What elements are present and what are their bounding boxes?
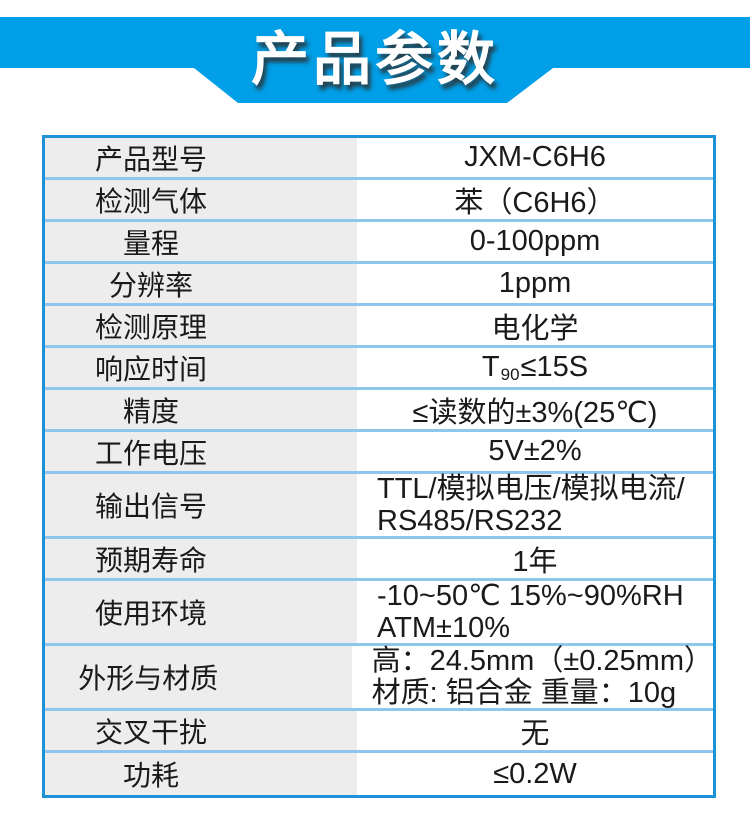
table-row-detection-principle: 检测原理 电化学 xyxy=(45,306,713,348)
spec-table: 产品型号 JXM-C6H6 检测气体 苯（C6H6） 量程 0-100ppm 分… xyxy=(42,135,716,798)
spec-label: 响应时间 xyxy=(45,348,357,387)
table-row-range: 量程 0-100ppm xyxy=(45,222,713,264)
table-row-power-consumption: 功耗 ≤0.2W xyxy=(45,753,713,795)
spec-value: 0-100ppm xyxy=(357,222,713,261)
table-row-expected-life: 预期寿命 1年 xyxy=(45,539,713,581)
spec-value: TTL/模拟电压/模拟电流/ RS485/RS232 xyxy=(357,473,713,537)
banner-trapezoid xyxy=(194,68,553,103)
spec-label: 精度 xyxy=(45,390,357,429)
table-row-response-time: 响应时间 T 90 ≤15S xyxy=(45,348,713,390)
spec-value: 1年 xyxy=(357,539,713,578)
spec-label: 交叉干扰 xyxy=(45,711,357,750)
spec-value: 苯（C6H6） xyxy=(357,180,713,219)
spec-value: 1ppm xyxy=(357,264,713,303)
spec-value-line: ATM±10% xyxy=(377,612,511,644)
table-row-working-voltage: 工作电压 5V±2% xyxy=(45,432,713,474)
table-row-shape-material: 外形与材质 高：24.5mm（±0.25mm） 材质: 铝合金 重量：10g xyxy=(45,645,713,711)
spec-value: 无 xyxy=(357,711,713,750)
table-row-product-model: 产品型号 JXM-C6H6 xyxy=(45,138,713,180)
response-time-rest: ≤15S xyxy=(520,351,589,383)
spec-label: 产品型号 xyxy=(45,138,357,177)
spec-value-line: 材质: 铝合金 重量：10g xyxy=(371,677,677,709)
spec-label: 工作电压 xyxy=(45,432,357,471)
spec-value-line: -10~50℃ 15%~90%RH xyxy=(377,580,684,612)
spec-value: 高：24.5mm（±0.25mm） 材质: 铝合金 重量：10g xyxy=(351,645,713,709)
page-title: 产品参数 xyxy=(250,27,499,92)
spec-value-line: TTL/模拟电压/模拟电流/ xyxy=(377,473,685,505)
banner-bar xyxy=(0,17,750,68)
spec-label: 检测气体 xyxy=(45,180,357,219)
table-row-operating-environment: 使用环境 -10~50℃ 15%~90%RH ATM±10% xyxy=(45,580,713,646)
table-row-output-signal: 输出信号 TTL/模拟电压/模拟电流/ RS485/RS232 xyxy=(45,473,713,539)
spec-value: 5V±2% xyxy=(357,432,713,471)
spec-value-line: RS485/RS232 xyxy=(377,505,563,537)
response-time-base: T xyxy=(481,351,500,383)
spec-value-line: 高：24.5mm（±0.25mm） xyxy=(371,645,713,677)
spec-label: 量程 xyxy=(45,222,357,261)
spec-value: -10~50℃ 15%~90%RH ATM±10% xyxy=(357,580,713,644)
spec-value: ≤读数的±3%(25℃) xyxy=(357,390,713,429)
table-row-accuracy: 精度 ≤读数的±3%(25℃) xyxy=(45,390,713,432)
spec-label: 检测原理 xyxy=(45,306,357,345)
spec-label: 外形与材质 xyxy=(45,646,352,708)
spec-label: 输出信号 xyxy=(45,474,357,536)
spec-value: 电化学 xyxy=(357,306,713,345)
spec-value: ≤0.2W xyxy=(357,753,713,795)
table-row-cross-interference: 交叉干扰 无 xyxy=(45,711,713,753)
spec-value: T 90 ≤15S xyxy=(357,348,713,387)
spec-label: 预期寿命 xyxy=(45,539,357,578)
spec-label: 使用环境 xyxy=(45,581,357,643)
table-row-detected-gas: 检测气体 苯（C6H6） xyxy=(45,180,713,222)
spec-label: 分辨率 xyxy=(45,264,357,303)
banner: 产品参数 xyxy=(0,0,750,120)
table-row-resolution: 分辨率 1ppm xyxy=(45,264,713,306)
response-time-subscript: 90 xyxy=(500,364,520,384)
spec-value: JXM-C6H6 xyxy=(357,138,713,177)
spec-label: 功耗 xyxy=(45,753,357,795)
